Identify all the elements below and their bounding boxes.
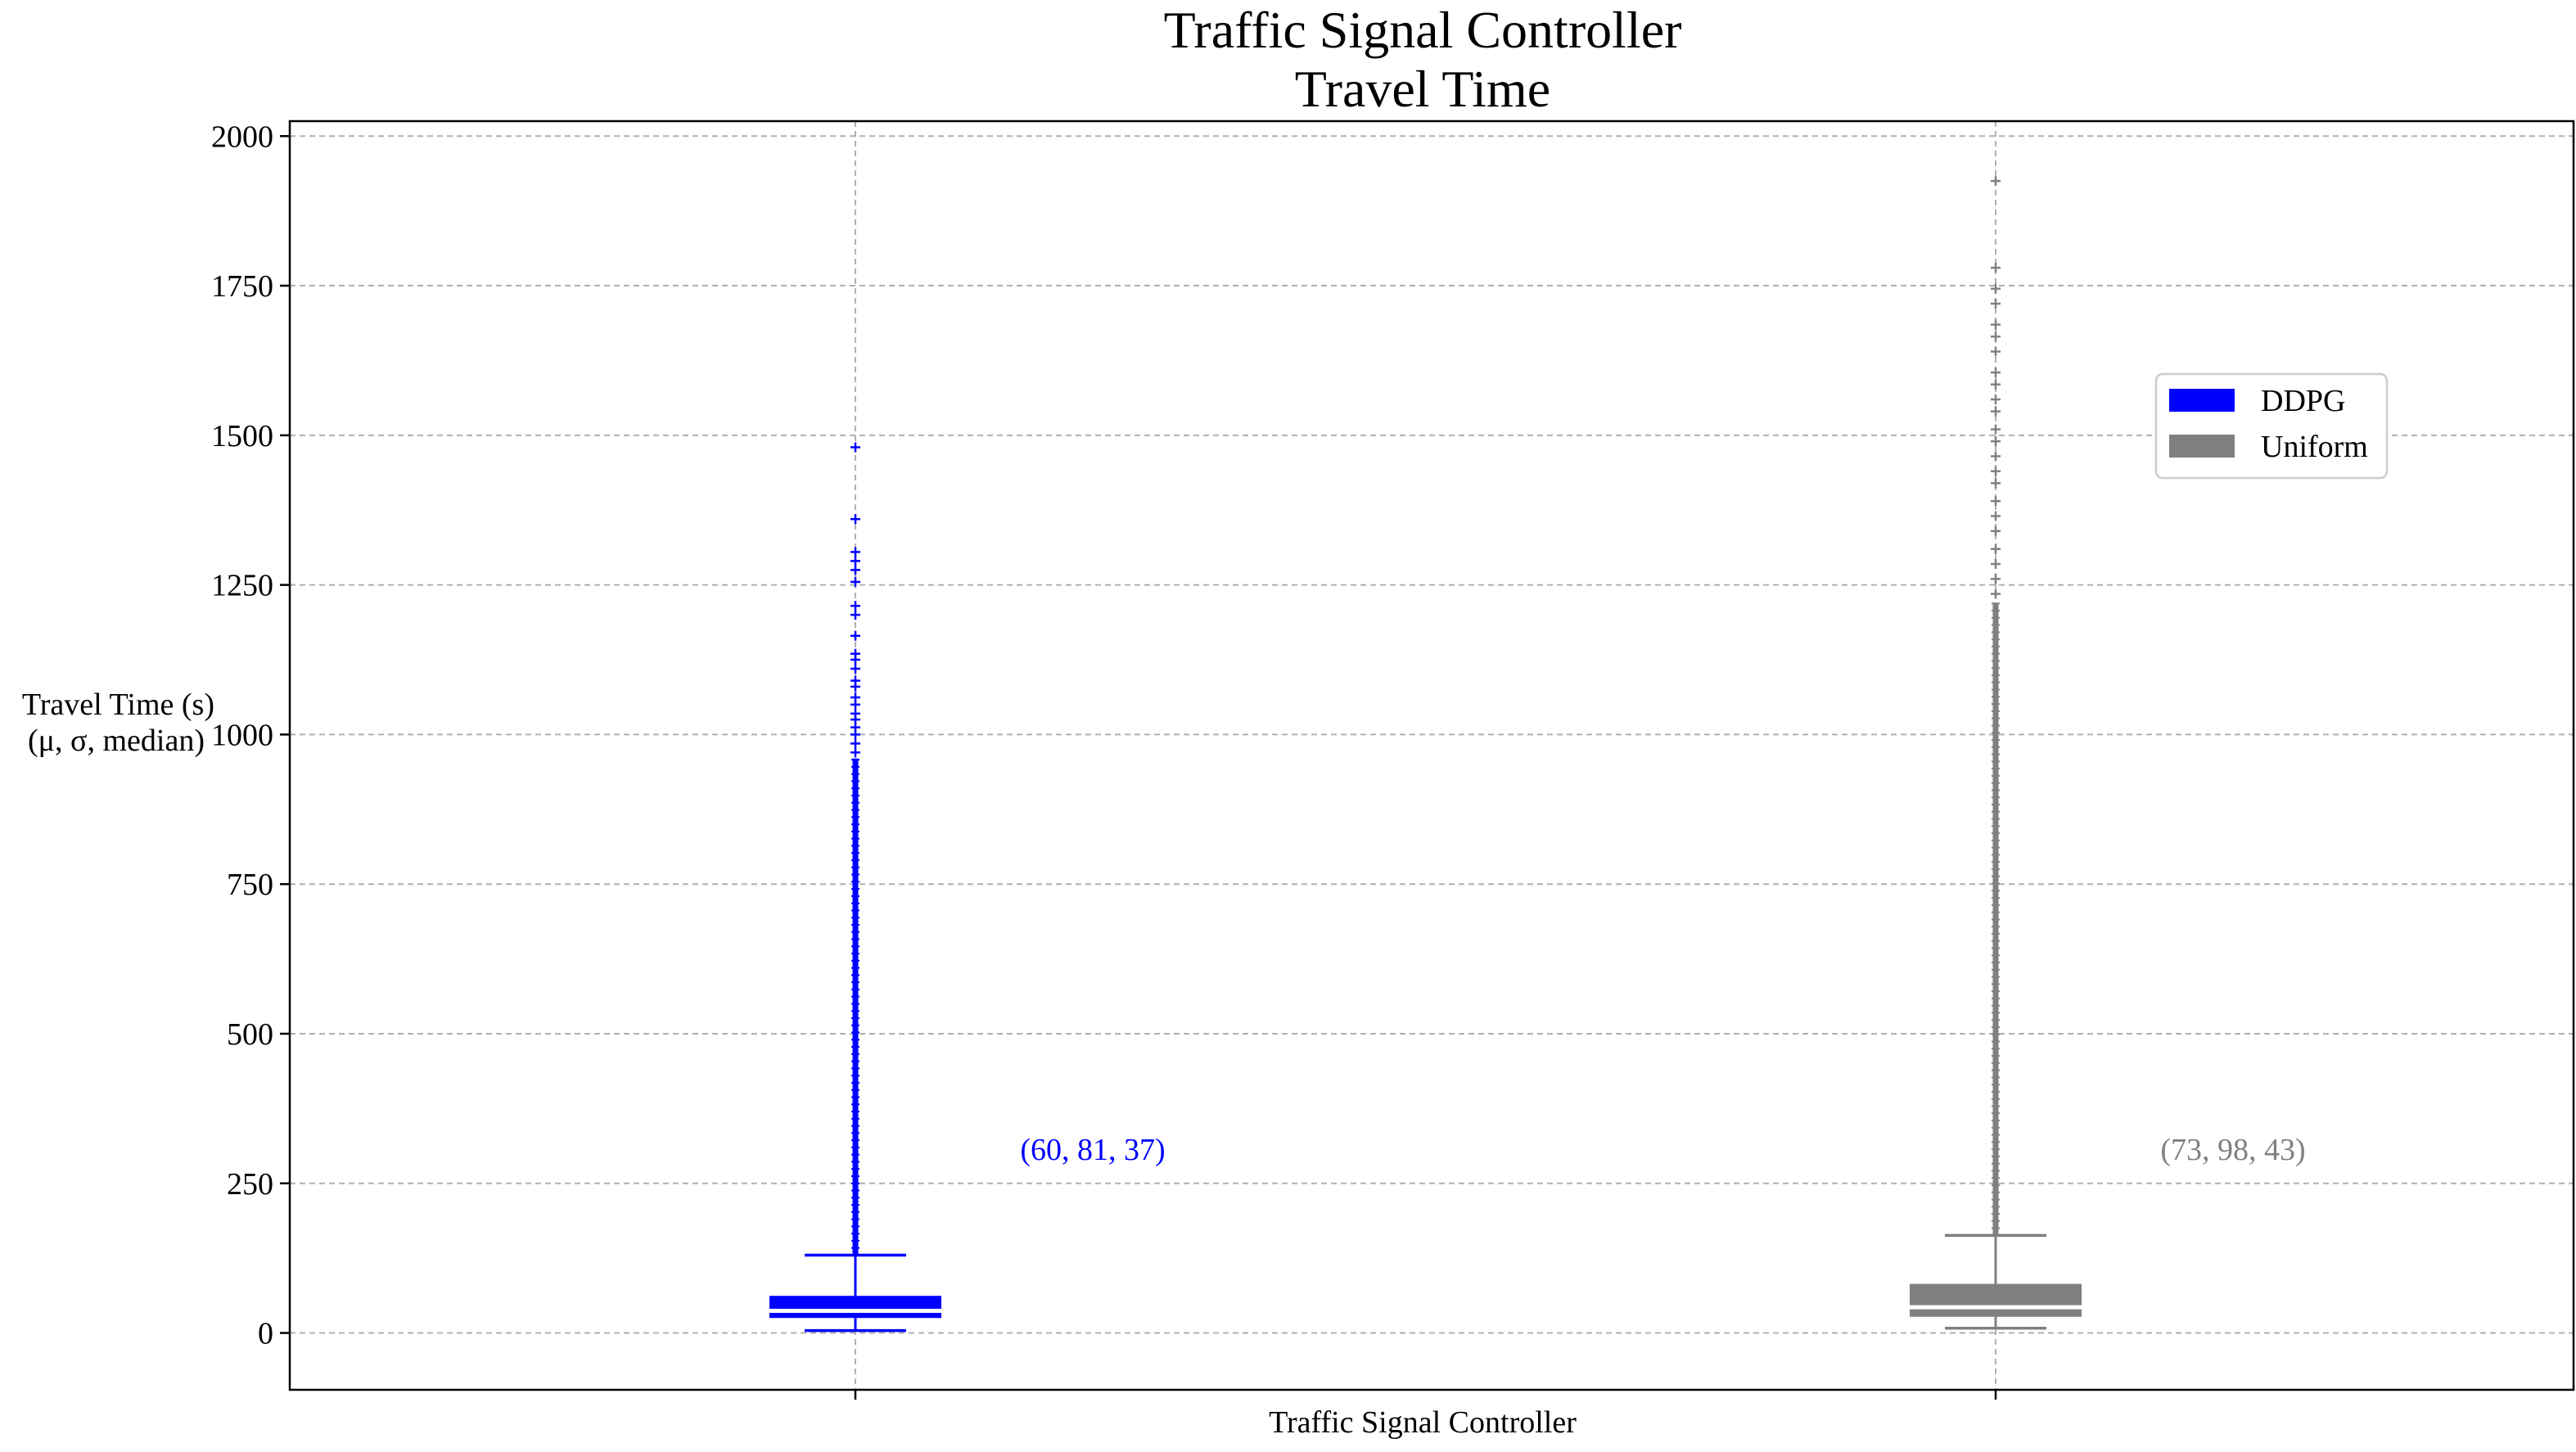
y-axis-ticks: 0 250 500 750 1000 1250 1500 1750 2000 [211, 119, 290, 1351]
legend-label-ddpg: DDPG [2261, 384, 2345, 418]
box-series-ddpg [769, 442, 941, 1333]
y-axis-label-line2: (μ, σ, median) [28, 724, 205, 758]
x-axis-ticks [854, 1390, 1997, 1400]
stats-label-uniform: (73, 98, 43) [2160, 1133, 2305, 1167]
legend-swatch-ddpg [2169, 389, 2235, 412]
y-tick-label: 1500 [211, 419, 273, 453]
y-tick-label: 500 [227, 1017, 273, 1052]
box-series-group [769, 176, 2082, 1333]
y-tick-label: 2000 [211, 119, 273, 154]
box-iqr [769, 1296, 941, 1319]
y-tick-label: 1000 [211, 718, 273, 752]
plot-frame [288, 119, 2575, 1391]
legend-swatch-uniform [2169, 435, 2235, 458]
chart-title-line1: Traffic Signal Controller [1164, 1, 1682, 59]
y-tick-label: 750 [227, 868, 273, 902]
x-axis-label: Traffic Signal Controller [1269, 1405, 1577, 1440]
y-axis-label-line1: Travel Time (s) [22, 688, 214, 722]
y-tick-label: 1250 [211, 569, 273, 603]
legend-label-uniform: Uniform [2261, 430, 2368, 464]
y-tick-label: 250 [227, 1167, 273, 1202]
stats-labels: (60, 81, 37) (73, 98, 43) [1020, 1133, 2305, 1167]
y-tick-label: 0 [258, 1317, 273, 1351]
box-series-uniform [1910, 176, 2082, 1330]
box-iqr [1910, 1283, 2082, 1317]
legend: DDPG Uniform [2154, 372, 2389, 480]
chart-title-line2: Travel Time [1295, 60, 1550, 118]
y-tick-label: 1750 [211, 269, 273, 304]
stats-label-ddpg: (60, 81, 37) [1020, 1133, 1165, 1167]
